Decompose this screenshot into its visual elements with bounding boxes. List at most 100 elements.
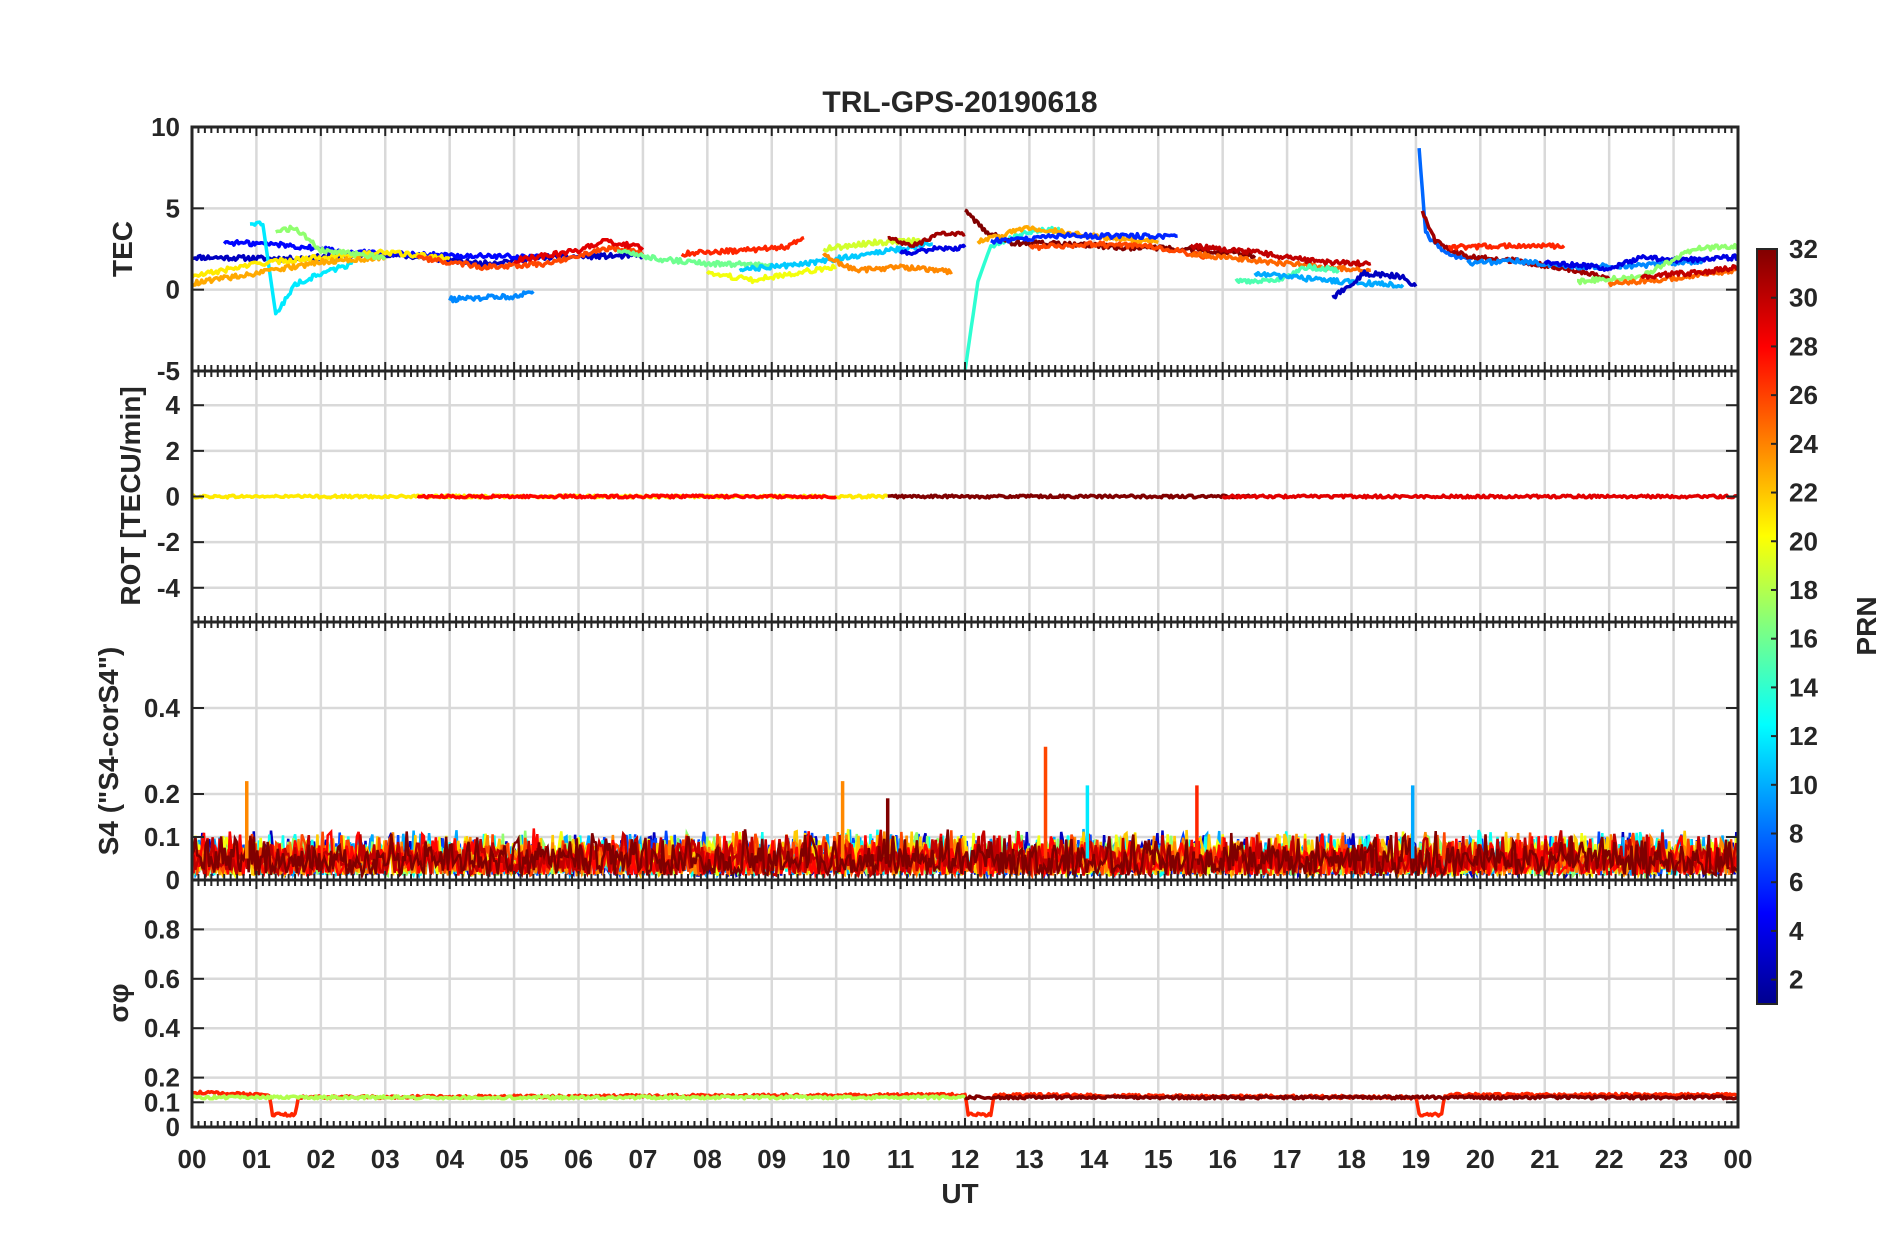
y-tick-label: -2 — [157, 527, 180, 557]
chart-title: TRL-GPS-20190618 — [822, 86, 1097, 119]
y-tick-label: 0 — [166, 482, 180, 512]
x-tick-label: 09 — [757, 1144, 786, 1174]
y-tick-label: 0 — [166, 865, 180, 895]
series-line-prn-30 — [1640, 264, 1740, 280]
series-line-prn-9 — [448, 290, 535, 304]
colorbar-tick-label: 20 — [1789, 526, 1818, 556]
x-tick-label: 20 — [1466, 1144, 1495, 1174]
series-line-prn-28 — [416, 493, 838, 500]
series-line-prn-14 — [963, 225, 1064, 372]
y-tick-label: 0.1 — [144, 822, 180, 852]
x-tick-label: 12 — [951, 1144, 980, 1174]
y-tick-label: 0.4 — [144, 693, 181, 723]
x-tick-label: 13 — [1015, 1144, 1044, 1174]
series-line-prn-4 — [899, 243, 967, 256]
series-line-prn-8 — [1417, 147, 1482, 262]
x-tick-label: 04 — [435, 1144, 464, 1174]
y-axis-label-sigma_phi: σφ — [103, 983, 134, 1022]
y-tick-label: 10 — [151, 112, 180, 142]
series-line-prn-19 — [822, 236, 922, 253]
s4-trace-prn-32 — [190, 829, 1739, 881]
colorbar-tick-label: 2 — [1789, 965, 1803, 995]
colorbar-tick-label: 16 — [1789, 624, 1818, 654]
series-line-prn-17 — [275, 224, 387, 261]
series-line-prn-26 — [416, 244, 645, 272]
y-tick-label: 0.2 — [144, 1063, 180, 1093]
x-tick-label: 19 — [1401, 1144, 1430, 1174]
x-tick-label: 08 — [693, 1144, 722, 1174]
colorbar-tick-label: 8 — [1789, 819, 1803, 849]
colorbar-tick-label: 6 — [1789, 867, 1803, 897]
series-line-prn-30 — [1189, 242, 1372, 268]
x-tick-label: 21 — [1530, 1144, 1559, 1174]
series-line-prn-25 — [1189, 250, 1372, 274]
y-tick-label: 0.1 — [144, 1087, 180, 1117]
colorbar-gradient — [1756, 248, 1778, 1005]
x-tick-label: 15 — [1144, 1144, 1173, 1174]
y-axis-label-tec: TEC — [107, 221, 138, 277]
series-line-prn-32 — [964, 208, 1257, 260]
series-line-prn-27 — [680, 235, 805, 258]
colorbar-tick-label: 14 — [1789, 672, 1818, 702]
y-tick-label: -5 — [157, 356, 180, 386]
series-line-prn-4 — [1543, 253, 1740, 272]
x-tick-label: 14 — [1079, 1144, 1108, 1174]
series-line-prn-32 — [964, 1094, 1739, 1101]
x-tick-label: 06 — [564, 1144, 593, 1174]
series-line-prn-23 — [191, 253, 387, 287]
series-line-prn-20 — [705, 263, 837, 285]
series-line-prn-32 — [887, 493, 1256, 500]
series-line-prn-10 — [1253, 270, 1405, 289]
series-line-prn-6 — [990, 231, 1178, 245]
x-tick-label: 10 — [822, 1144, 851, 1174]
series-line-prn-24 — [822, 252, 953, 276]
colorbar-label: PRN — [1851, 596, 1882, 655]
x-tick-label: 00 — [178, 1144, 207, 1174]
colorbar-tick-label: 10 — [1789, 770, 1818, 800]
series-line-prn-3 — [1331, 269, 1418, 300]
colorbar-tick-label: 24 — [1789, 429, 1818, 459]
x-tick-label: 22 — [1595, 1144, 1624, 1174]
series-line-prn-25 — [1607, 266, 1740, 288]
series-line-prn-12 — [249, 220, 354, 316]
y-tick-label: 0.2 — [144, 779, 180, 809]
series-line-prn-18 — [191, 1094, 966, 1101]
x-tick-label: 02 — [306, 1144, 335, 1174]
series-line-prn-31 — [887, 230, 966, 249]
series-line-prn-17 — [1576, 242, 1740, 286]
y-axis-label-s4: S4 ("S4-corS4") — [93, 647, 124, 856]
data-layer — [190, 147, 1740, 1118]
y-tick-label: 0 — [166, 1112, 180, 1142]
x-axis-label: UT — [941, 1178, 978, 1209]
x-tick-label: 23 — [1659, 1144, 1688, 1174]
colorbar-tick-label: 32 — [1789, 234, 1818, 264]
x-tick-label: 18 — [1337, 1144, 1366, 1174]
y-axis-label-rot: ROT [TECU/min] — [115, 386, 146, 605]
series-line-prn-27 — [1447, 242, 1566, 252]
series-line-prn-29 — [513, 237, 645, 264]
y-tick-label: 0.8 — [144, 914, 180, 944]
y-tick-label: -4 — [157, 573, 181, 603]
colorbar-tick-label: 28 — [1789, 331, 1818, 361]
colorbar-tick-label: 12 — [1789, 721, 1818, 751]
y-tick-label: 5 — [166, 193, 180, 223]
x-tick-label: 00 — [1724, 1144, 1753, 1174]
x-tick-label: 05 — [500, 1144, 529, 1174]
series-line-prn-26 — [1028, 240, 1211, 260]
y-tick-label: 0.6 — [144, 964, 180, 994]
y-tick-label: 4 — [166, 390, 181, 420]
colorbar-tick-label: 26 — [1789, 380, 1818, 410]
x-tick-label: 03 — [371, 1144, 400, 1174]
colorbar-tick-label: 4 — [1789, 916, 1804, 946]
x-tick-label: 01 — [242, 1144, 271, 1174]
series-line-prn-29 — [1221, 493, 1739, 500]
y-tick-label: 2 — [166, 436, 180, 466]
colorbar-tick-label: 30 — [1789, 283, 1818, 313]
x-tick-label: 16 — [1208, 1144, 1237, 1174]
x-tick-label: 17 — [1273, 1144, 1302, 1174]
y-tick-label: 0 — [166, 275, 180, 305]
